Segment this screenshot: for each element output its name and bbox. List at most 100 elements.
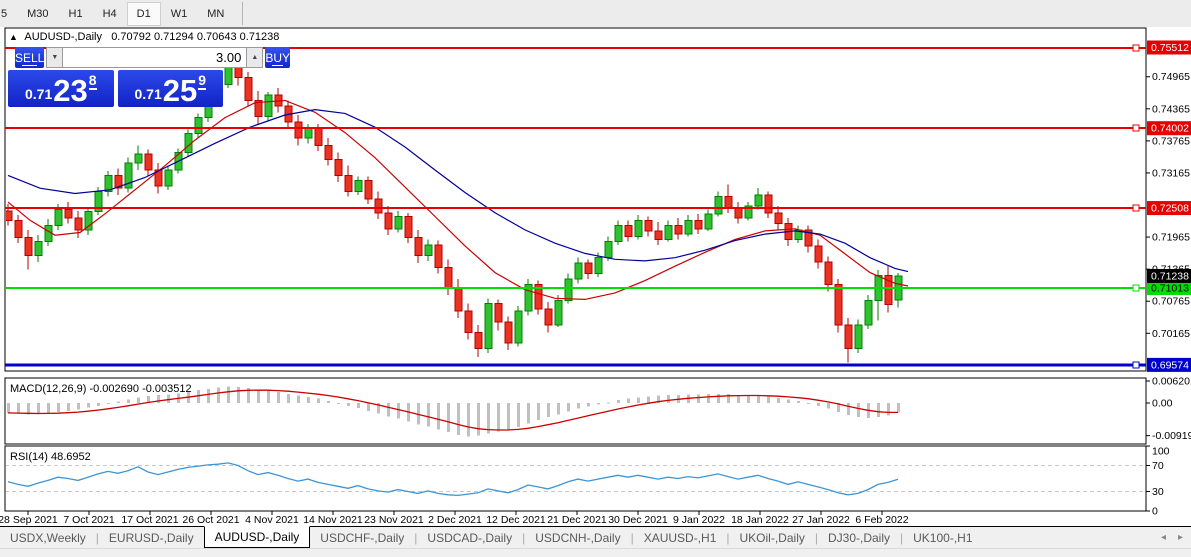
timeframe-button-mn[interactable]: MN xyxy=(207,7,225,20)
date-label: 7 Oct 2021 xyxy=(63,514,115,526)
level-handle[interactable] xyxy=(1132,124,1140,132)
rsi-panel[interactable] xyxy=(5,462,1146,497)
level-price-tag: 0.75512 xyxy=(1151,42,1189,54)
level-handle[interactable] xyxy=(1132,361,1140,369)
buy-price-big: 25 xyxy=(162,73,198,108)
level-price-tag: 0.71013 xyxy=(1151,282,1189,294)
panel-frames xyxy=(4,27,1147,512)
macd-axis-label: -0.009197 xyxy=(1152,430,1191,442)
ma-fast-line xyxy=(7,99,909,301)
chart-window[interactable]: 0.74965 0.74365 0.73765 0.73165 0.71965 0.71 3… xyxy=(0,27,1191,526)
chart-tab-bar: USDX,Weekly | EURUSD-,Daily AUDUSD-,Daily US… xyxy=(0,526,1191,548)
rsi-line xyxy=(7,462,899,497)
tab-separator: | xyxy=(522,530,526,545)
date-label: 27 Jan 2022 xyxy=(792,514,850,526)
level-price-tag: 0.72508 xyxy=(1151,203,1189,215)
timeframe-button-d1[interactable]: D1 xyxy=(126,1,161,26)
date-label: 12 Dec 2021 xyxy=(486,514,546,526)
price-axis-label: 0.71965 xyxy=(1152,232,1190,244)
level-handle[interactable] xyxy=(1132,204,1140,212)
tab-separator: | xyxy=(95,530,99,545)
tab-separator: | xyxy=(630,530,634,545)
date-label: 2 Dec 2021 xyxy=(428,514,482,526)
date-label: 9 Jan 2022 xyxy=(673,514,725,526)
date-label: 23 Nov 2021 xyxy=(364,514,424,526)
tab-usdcnh-daily[interactable]: USDCNH-,Daily xyxy=(535,530,621,545)
sell-price-button[interactable]: 0.71 23 8 xyxy=(8,70,114,107)
timeframe-button-5[interactable]: 5 xyxy=(1,7,8,20)
ma-slow-line xyxy=(7,108,909,273)
price-axis-label: 0.73765 xyxy=(1152,135,1190,147)
date-label: 18 Jan 2022 xyxy=(731,514,789,526)
volume-spinner: ▼ ▲ xyxy=(46,47,264,68)
price-axis-label: 0.70165 xyxy=(1152,328,1190,340)
level-handle[interactable] xyxy=(1132,44,1140,52)
rsi-axis-label: 100 xyxy=(1152,446,1170,458)
macd-histogram xyxy=(7,386,900,437)
date-label: 26 Oct 2021 xyxy=(182,514,239,526)
sell-price-sup: 8 xyxy=(88,72,97,90)
rsi-axis-label: 70 xyxy=(1152,460,1164,472)
one-click-trade-panel: SELL ▼ ▲ BUY 0.71 23 8 0.71 25 9 xyxy=(8,47,291,108)
tab-xauusd-h1[interactable]: XAUUSD-,H1 xyxy=(643,530,717,545)
tab-eurusd-daily[interactable]: EURUSD-,Daily xyxy=(108,530,194,545)
volume-increase-button[interactable]: ▲ xyxy=(246,47,264,68)
rsi-axis-label: 0 xyxy=(1152,506,1158,518)
level-price-tag: 0.69574 xyxy=(1151,359,1189,371)
tab-scroll-left-icon[interactable]: ◂ xyxy=(1160,532,1166,543)
tab-usdcad-daily[interactable]: USDCAD-,Daily xyxy=(427,530,513,545)
macd-axis-label: 0.00 xyxy=(1152,398,1173,410)
rsi-indicator-label: RSI(14) 48.6952 xyxy=(10,451,91,463)
timeframe-button-w1[interactable]: W1 xyxy=(170,7,188,20)
macd-signal-line xyxy=(7,389,898,431)
buy-price-sup: 9 xyxy=(198,72,207,90)
tab-dj30-daily[interactable]: DJ30-,Daily xyxy=(827,530,890,545)
buy-price-button[interactable]: 0.71 25 9 xyxy=(117,70,223,108)
tab-usdx-weekly[interactable]: USDX,Weekly xyxy=(10,530,86,545)
date-label: 6 Feb 2022 xyxy=(855,514,908,526)
date-label: 4 Nov 2021 xyxy=(245,514,299,526)
date-axis[interactable]: 28 Sep 2021 7 Oct 2021 17 Oct 2021 26 Oct 2… xyxy=(0,511,909,526)
timeframe-button-h4[interactable]: H4 xyxy=(102,7,117,20)
status-bar xyxy=(0,548,1191,557)
price-axis-label: 0.74365 xyxy=(1152,103,1190,115)
tab-separator: | xyxy=(814,530,818,545)
volume-input[interactable] xyxy=(63,47,247,68)
timeframe-toolbar: 5 M30 H1 H4 D1 W1 MN xyxy=(0,0,1191,27)
timeframe-button-h1[interactable]: H1 xyxy=(68,7,83,20)
level-price-tag: 0.74002 xyxy=(1151,123,1189,135)
level-handle[interactable] xyxy=(1132,284,1140,292)
date-label: 14 Nov 2021 xyxy=(303,514,363,526)
tab-separator: | xyxy=(414,530,418,545)
chart-symbol-label: AUDUSD-,Daily xyxy=(24,31,102,43)
timeframe-button-m30[interactable]: M30 xyxy=(27,7,49,20)
macd-indicator-label: MACD(12,26,9) -0.002690 -0.003512 xyxy=(10,383,192,395)
price-axis-label: 0.70765 xyxy=(1152,296,1190,308)
sell-price-big: 23 xyxy=(53,73,88,108)
date-label: 17 Oct 2021 xyxy=(121,514,178,526)
tab-separator: | xyxy=(726,530,730,545)
macd-panel[interactable] xyxy=(7,386,900,437)
current-price-tag: 0.71238 xyxy=(1151,270,1189,282)
chart-title: ▲ AUDUSD-,Daily 0.70792 0.71294 0.70643 … xyxy=(9,31,279,43)
volume-decrease-button[interactable]: ▼ xyxy=(46,47,64,68)
tab-audusd-daily[interactable]: AUDUSD-,Daily xyxy=(203,526,311,548)
rsi-axis-label: 30 xyxy=(1152,486,1164,498)
sell-button[interactable]: SELL xyxy=(15,47,45,68)
price-axis[interactable]: 0.749650.743650.737650.731650.719650.713… xyxy=(1146,40,1191,518)
tab-separator: | xyxy=(900,530,904,545)
chart-ohlc-values: 0.70792 0.71294 0.70643 0.71238 xyxy=(111,31,280,43)
tab-usdchf-daily[interactable]: USDCHF-,Daily xyxy=(320,530,405,545)
toolbar-separator xyxy=(242,2,244,25)
tab-scroll-right-icon[interactable]: ▸ xyxy=(1177,532,1183,543)
sell-price-prefix: 0.71 xyxy=(24,86,53,102)
tab-ukoil-daily[interactable]: UKOil-,Daily xyxy=(739,530,805,545)
buy-price-prefix: 0.71 xyxy=(134,86,162,102)
buy-button[interactable]: BUY xyxy=(265,47,291,68)
tab-scroll-arrows: ◂ ▸ xyxy=(1161,527,1191,548)
macd-axis-label: 0.006201 xyxy=(1152,375,1191,387)
chart-collapse-icon[interactable]: ▲ xyxy=(9,32,18,42)
price-axis-label: 0.73165 xyxy=(1152,167,1190,179)
price-axis-label: 0.74965 xyxy=(1152,71,1190,83)
tab-uk100-h1[interactable]: UK100-,H1 xyxy=(913,530,973,545)
